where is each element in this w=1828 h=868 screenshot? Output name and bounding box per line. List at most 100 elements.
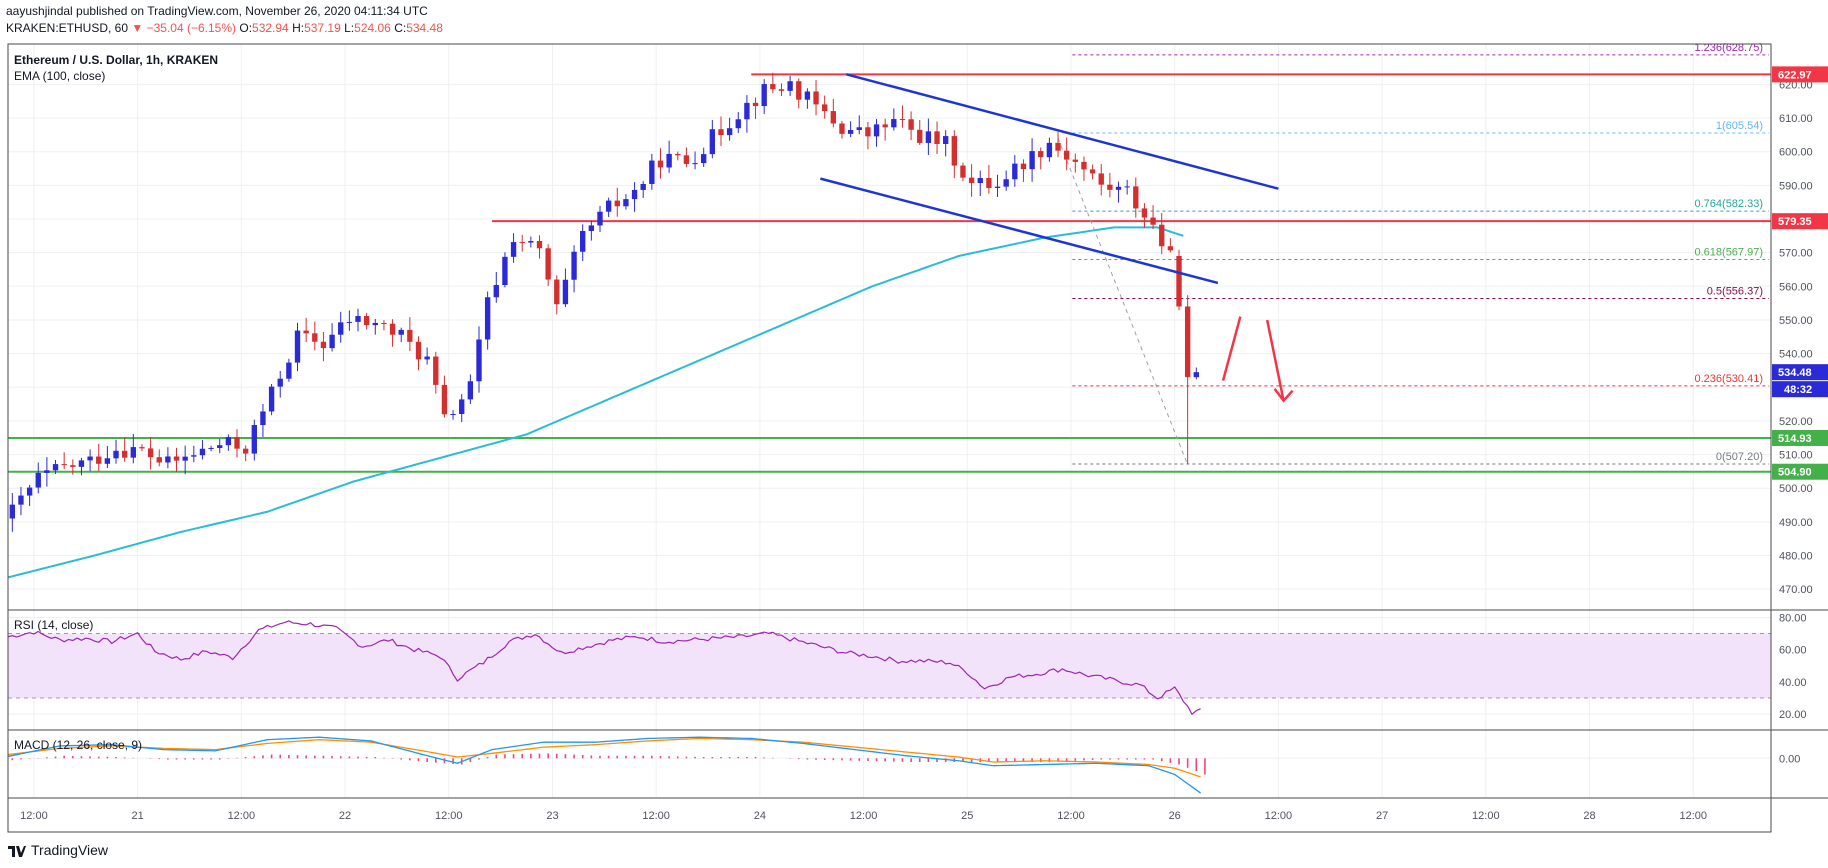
candle-body — [519, 242, 525, 244]
candle-body — [139, 447, 145, 449]
candle-body — [614, 200, 620, 207]
candle-body — [294, 330, 301, 363]
y-tick-label: 540.00 — [1779, 349, 1813, 361]
y-tick-label: 510.00 — [1779, 450, 1813, 462]
rsi-legend[interactable]: RSI (14, close) — [14, 618, 94, 632]
brand-name: TradingView — [31, 842, 109, 858]
candle-body — [942, 136, 949, 144]
macd-legend[interactable]: MACD (12, 26, close, 9) — [14, 738, 143, 752]
resistance-579-tag-text: 579.35 — [1778, 216, 1812, 228]
y-tick-label: 550.00 — [1779, 315, 1813, 327]
candle-body — [666, 153, 672, 168]
candle-body — [303, 330, 309, 334]
candle-body — [1150, 217, 1156, 225]
candle-body — [1081, 161, 1087, 170]
symbol-interval: KRAKEN:ETHUSD, 60 — [6, 21, 132, 35]
y-tick-label: 500.00 — [1779, 483, 1813, 495]
rsi-tick-label: 80.00 — [1779, 612, 1807, 624]
candle-body — [640, 183, 646, 190]
candle-body — [804, 91, 811, 100]
candle-body — [1176, 256, 1182, 307]
rsi-tick-label: 60.00 — [1779, 645, 1807, 657]
published-text: published on TradingView.com, November 2… — [72, 4, 428, 18]
ema-line — [7, 226, 1184, 579]
candle-body — [761, 84, 767, 107]
candle-body — [182, 456, 188, 461]
candle-body — [208, 447, 214, 449]
candle-body — [1012, 163, 1018, 180]
candle-body — [156, 457, 162, 463]
x-tick-label: 12:00 — [1265, 810, 1293, 822]
fib-label-1.236: 1.236(628.75) — [1695, 42, 1764, 54]
x-tick-label: 12:00 — [642, 810, 670, 822]
candle-body — [1020, 163, 1027, 170]
candle-body — [502, 256, 508, 285]
tradingview-brand[interactable]: TradingView — [8, 842, 108, 858]
candle-body — [778, 89, 785, 91]
candle-body — [701, 154, 707, 164]
candle-body — [1072, 159, 1078, 162]
candle-body — [44, 470, 50, 473]
annotations — [1221, 316, 1294, 403]
candle-body — [908, 119, 914, 130]
candle-body — [830, 111, 837, 124]
candle-body — [1159, 224, 1165, 247]
candles — [9, 72, 1199, 532]
candle-body — [934, 131, 940, 144]
fibonacci-retracement: 1.236(628.75) 1(605.54) 0.764(582.33) 0.618… — [1057, 42, 1769, 465]
candle-body — [536, 240, 543, 249]
candle-body — [147, 448, 154, 458]
support-504-tag-bg — [1772, 463, 1828, 480]
candle-body — [398, 329, 404, 335]
y-tick-label: 590.00 — [1779, 180, 1813, 192]
rsi-tick-label: 20.00 — [1779, 709, 1807, 721]
low-label: L: — [344, 21, 355, 35]
candle-body — [735, 119, 741, 129]
candle-body — [986, 178, 992, 188]
candle-body — [61, 464, 67, 466]
ema-legend[interactable]: EMA (100, close) — [14, 69, 106, 83]
candle-body — [528, 240, 534, 243]
y-tick-label: 560.00 — [1779, 281, 1813, 293]
rsi-tick-label: 40.00 — [1779, 677, 1807, 689]
candle-body — [1038, 151, 1044, 158]
candle-body — [891, 119, 897, 128]
candle-body — [225, 437, 232, 446]
last-price-tag-text: 534.48 — [1778, 367, 1812, 379]
chart-title: Ethereum / U.S. Dollar, 1h, KRAKEN — [14, 53, 219, 67]
x-tick-label: 12:00 — [435, 810, 463, 822]
candle-body — [52, 464, 59, 471]
x-tick-label: 27 — [1376, 810, 1388, 822]
candle-body — [847, 130, 854, 134]
candle-body — [856, 127, 862, 131]
candle-body — [234, 437, 240, 449]
candle-body — [649, 160, 655, 184]
candle-body — [510, 242, 517, 257]
candle-body — [605, 200, 612, 212]
candle-body — [476, 339, 482, 382]
candle-body — [217, 445, 223, 448]
candle-body — [346, 321, 353, 323]
y-tick-label: 600.00 — [1779, 147, 1813, 159]
candle-body — [70, 465, 76, 467]
candle-body — [726, 128, 733, 136]
candle-body — [796, 81, 802, 100]
candle-body — [286, 362, 292, 379]
support-514-tag-bg — [1772, 429, 1828, 446]
candle-body — [1193, 372, 1199, 378]
x-tick-label: 12:00 — [1057, 810, 1085, 822]
descending-channel — [820, 73, 1279, 285]
candle-body — [571, 251, 577, 280]
x-tick-label: 21 — [132, 810, 144, 822]
countdown-text: 48:32 — [1784, 384, 1812, 396]
fib-label-0: 0(507.20) — [1716, 451, 1763, 463]
candle-body — [1046, 142, 1053, 158]
candle-body — [580, 230, 586, 252]
candle-body — [493, 284, 499, 298]
fib-label-0.764: 0.764(582.33) — [1695, 198, 1764, 210]
candle-body — [277, 378, 283, 387]
author[interactable]: aayushjindal — [6, 4, 73, 18]
close-value: 534.48 — [406, 21, 443, 35]
candle-body — [433, 356, 439, 385]
candle-body — [917, 129, 923, 143]
